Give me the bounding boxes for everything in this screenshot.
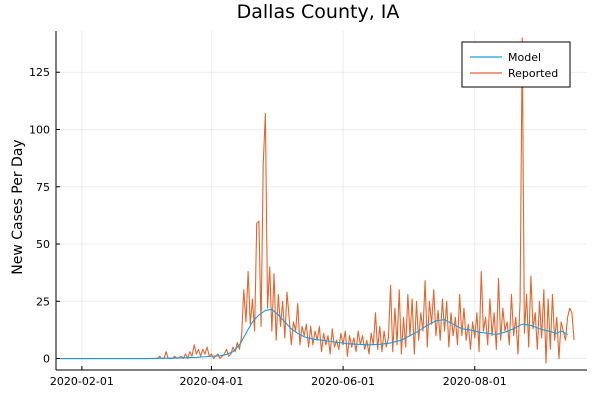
- series-lines: [60, 37, 575, 364]
- legend-label-model: Model: [508, 51, 541, 64]
- y-tick-label: 125: [29, 66, 50, 79]
- x-tick-label: 2020-08-01: [443, 375, 507, 388]
- y-tick-label: 75: [36, 181, 50, 194]
- y-tick-label: 0: [43, 353, 50, 366]
- series-line-reported: [60, 37, 575, 364]
- chart-title: Dallas County, IA: [237, 1, 400, 23]
- y-tick-label: 50: [36, 238, 50, 251]
- y-tick-label: 25: [36, 295, 50, 308]
- y-tick-label: 100: [29, 123, 50, 136]
- legend-label-reported: Reported: [508, 67, 558, 80]
- x-tick-label: 2020-06-01: [311, 375, 375, 388]
- y-axis-label: New Cases Per Day: [10, 139, 26, 274]
- grid-lines: [56, 31, 587, 370]
- x-tick-label: 2020-04-01: [179, 375, 243, 388]
- legend-box: [461, 41, 571, 88]
- legend: Model Reported: [461, 41, 571, 88]
- axes: 0 25 50 75 100 125 2020-02-01 2020-04-01 2020-06…: [29, 31, 587, 388]
- series-line-model: [60, 308, 568, 360]
- x-tick-label: 2020-02-01: [50, 375, 114, 388]
